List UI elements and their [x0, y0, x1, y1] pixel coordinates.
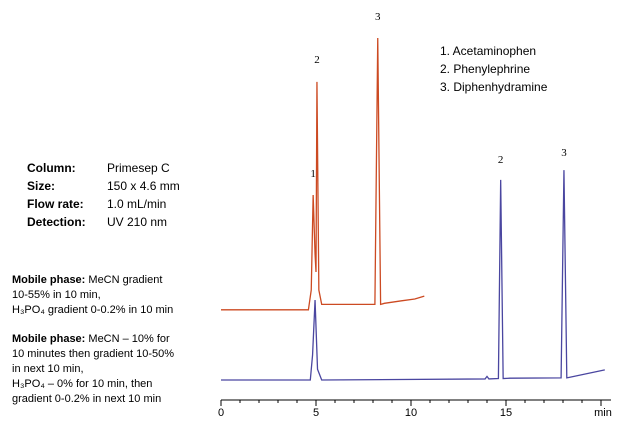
chromatogram-trace — [221, 170, 605, 381]
condition-value: 150 x 4.6 mm — [107, 179, 180, 193]
mobile-phase-text: 10 minutes then gradient 10-50% — [12, 348, 174, 360]
mobile-phase-label: Mobile phase: — [12, 274, 85, 286]
compound-legend: 3. Diphenhydramine — [440, 80, 548, 94]
mobile-phase-line: 10 minutes then gradient 10-50% — [12, 348, 174, 360]
mobile-phase-line: gradient 0-0.2% in next 10 min — [12, 393, 161, 405]
mobile-phase-text: 10-55% in 10 min, — [12, 289, 101, 301]
peak-label: 3 — [375, 11, 381, 23]
x-tick-label: 15 — [500, 407, 512, 419]
mobile-phase-text: H₃PO₄ – 0% for 10 min, then — [12, 378, 152, 390]
mobile-phase-line: Mobile phase: MeCN – 10% for — [12, 333, 170, 345]
mobile-phase-text: MeCN gradient — [85, 274, 162, 286]
chromatogram-trace — [221, 37, 425, 311]
condition-label: Size: — [27, 179, 55, 193]
mobile-phase-text: gradient 0-0.2% in next 10 min — [12, 393, 161, 405]
compound-legend: 2. Phenylephrine — [440, 62, 530, 76]
mobile-phase-label: Mobile phase: — [12, 333, 85, 345]
peak-label: 2 — [314, 54, 320, 66]
mobile-phase-text: MeCN – 10% for — [85, 333, 170, 345]
mobile-phase-line: H₃PO₄ – 0% for 10 min, then — [12, 378, 152, 390]
condition-label: Column: — [27, 161, 76, 175]
mobile-phase-line: in next 10 min, — [12, 363, 84, 375]
mobile-phase-line: 10-55% in 10 min, — [12, 289, 101, 301]
mobile-phase-line: H₃PO₄ gradient 0-0.2% in 10 min — [12, 304, 173, 316]
peak-label: 2 — [498, 154, 504, 166]
peak-label: 1 — [310, 168, 316, 180]
peak-label: 3 — [561, 147, 567, 159]
mobile-phase-text: H₃PO₄ gradient 0-0.2% in 10 min — [12, 304, 173, 316]
mobile-phase-text: in next 10 min, — [12, 363, 84, 375]
compound-legend: 1. Acetaminophen — [440, 44, 536, 58]
mobile-phase-line: Mobile phase: MeCN gradient — [12, 274, 162, 286]
condition-label: Flow rate: — [27, 197, 84, 211]
condition-value: Primesep C — [107, 161, 170, 175]
condition-label: Detection: — [27, 215, 86, 229]
x-tick-label: min — [594, 407, 612, 419]
x-tick-label: 0 — [218, 407, 224, 419]
condition-value: UV 210 nm — [107, 215, 167, 229]
condition-value: 1.0 mL/min — [107, 197, 166, 211]
x-tick-label: 10 — [405, 407, 417, 419]
x-tick-label: 5 — [313, 407, 319, 419]
